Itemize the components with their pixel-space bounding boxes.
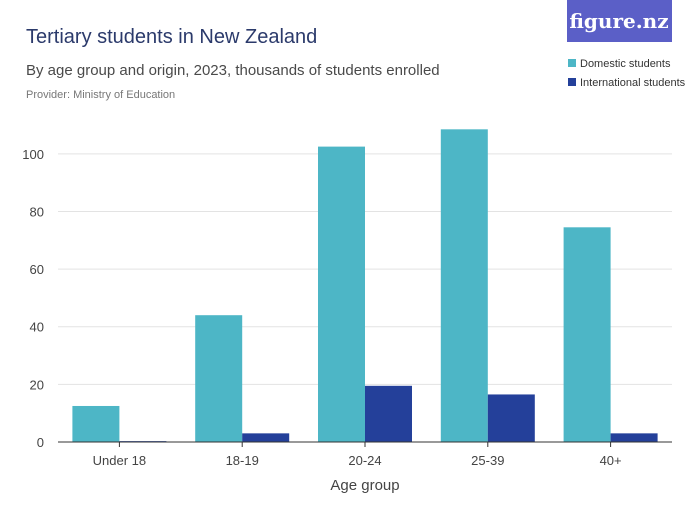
x-tick-label: 40+ <box>600 453 622 468</box>
legend-swatch <box>568 78 576 86</box>
bar-domestic <box>195 315 243 442</box>
x-tick-label: 18-19 <box>226 453 259 468</box>
chart-subtitle: By age group and origin, 2023, thousands… <box>26 62 440 79</box>
bars <box>72 129 658 442</box>
legend-label: International students <box>580 77 686 89</box>
x-axis-ticks: Under 18 18-19 20-24 25-39 40+ <box>93 442 622 468</box>
bar-domestic <box>563 227 611 442</box>
bar-domestic <box>440 129 488 442</box>
legend-label: Domestic students <box>580 58 671 70</box>
legend-swatch <box>568 59 576 67</box>
figure-nz-logo: figure.nz <box>567 0 672 42</box>
bar-domestic <box>318 146 365 442</box>
y-tick-label: 80 <box>30 204 44 219</box>
y-tick-label: 60 <box>30 262 44 277</box>
bar-international <box>365 385 412 442</box>
x-tick-label: 20-24 <box>348 453 381 468</box>
x-tick-label: 25-39 <box>471 453 504 468</box>
y-axis-ticks: 0 20 40 60 80 100 <box>22 147 44 450</box>
legend: Domestic students International students <box>568 58 686 89</box>
bar-international <box>487 394 535 442</box>
logo-background <box>567 0 672 42</box>
logo-text: figure.nz <box>569 9 668 33</box>
bar-international <box>610 433 658 442</box>
x-axis-title: Age group <box>330 477 399 494</box>
y-tick-label: 0 <box>37 435 44 450</box>
x-tick-label: Under 18 <box>93 453 146 468</box>
y-tick-label: 40 <box>30 320 44 335</box>
chart-title: Tertiary students in New Zealand <box>26 26 317 48</box>
chart-provider: Provider: Ministry of Education <box>26 89 175 101</box>
bar-international <box>242 433 290 442</box>
y-tick-label: 100 <box>22 147 44 162</box>
bar-domestic <box>72 405 120 442</box>
y-tick-label: 20 <box>30 377 44 392</box>
